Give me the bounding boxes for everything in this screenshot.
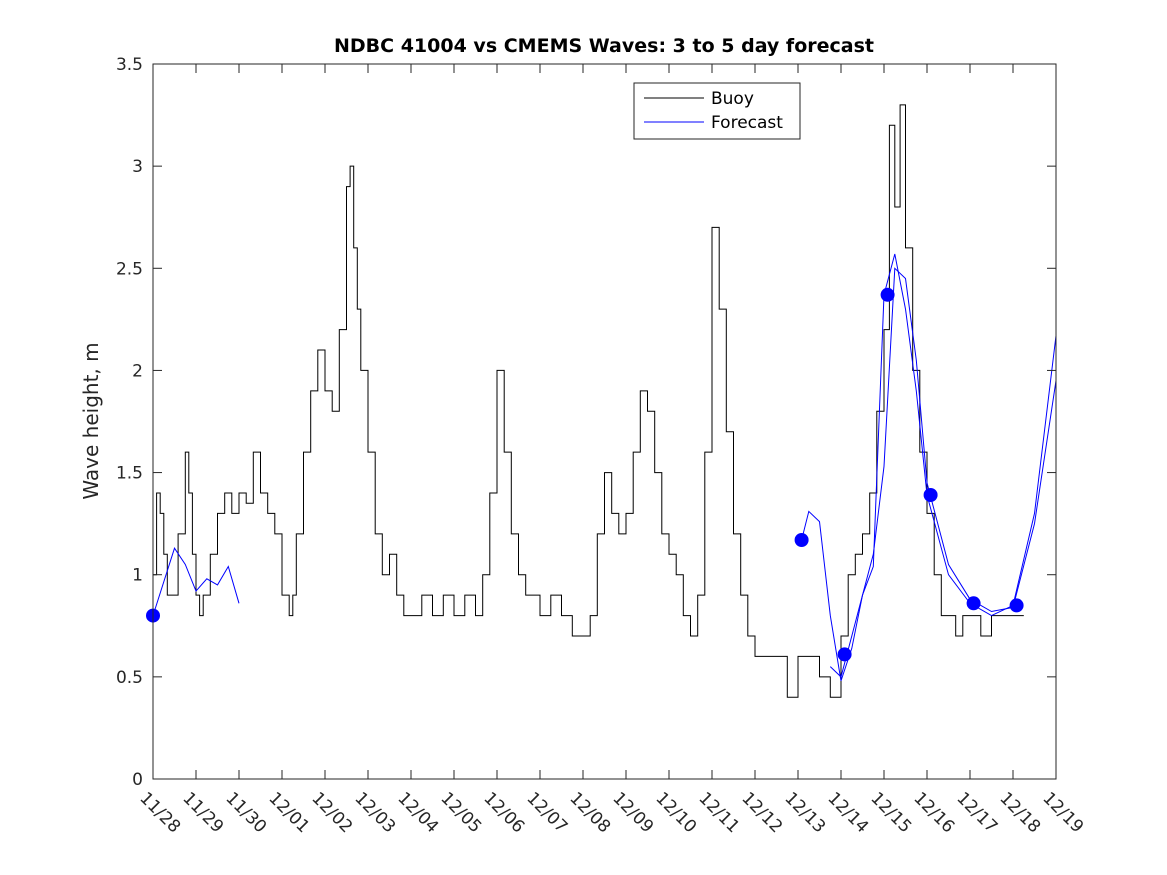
forecast-series-line-3 — [829, 267, 1057, 678]
y-tick-label: 0.5 — [116, 668, 143, 688]
x-tick-label: 12/04 — [393, 788, 442, 837]
y-tick-label: 2.5 — [116, 259, 143, 279]
legend-buoy-label: Buoy — [711, 89, 754, 109]
x-tick-label: 12/13 — [780, 788, 829, 837]
chart-title: NDBC 41004 vs CMEMS Waves: 3 to 5 day fo… — [334, 35, 874, 57]
forecast-point — [837, 647, 852, 662]
y-tick-label: 3 — [132, 157, 143, 177]
x-tick-label: 11/28 — [135, 788, 184, 837]
x-tick-label: 12/11 — [694, 788, 743, 837]
x-tick-label: 12/15 — [866, 788, 915, 837]
forecast-point — [923, 488, 938, 502]
forecast-series-line-1 — [152, 547, 240, 616]
plot-background — [153, 64, 1056, 779]
x-tick-label: 12/03 — [350, 788, 399, 837]
x-tick-label: 11/30 — [221, 788, 270, 837]
x-tick-label: 12/16 — [909, 788, 958, 837]
forecast-point — [794, 533, 809, 547]
x-tick-label: 12/18 — [995, 788, 1044, 837]
forecast-point — [1009, 598, 1024, 613]
x-tick-label: 12/17 — [952, 788, 1001, 837]
x-tick-label: 12/14 — [823, 788, 872, 837]
x-tick-label: 11/29 — [178, 788, 227, 837]
y-tick-label: 1.5 — [116, 464, 143, 484]
y-tick-label: 0 — [132, 770, 143, 790]
x-tick-label: 12/08 — [565, 788, 614, 837]
x-tick-label: 12/07 — [522, 788, 571, 837]
x-tick-label: 12/02 — [307, 788, 356, 837]
x-tick-label: 12/09 — [608, 788, 657, 837]
y-tick-label: 1 — [132, 566, 143, 586]
x-tick-label: 12/06 — [479, 788, 528, 837]
x-tick-label: 12/10 — [651, 788, 700, 837]
x-tick-label: 12/19 — [1038, 788, 1087, 837]
legend-box — [633, 82, 801, 140]
buoy-series-line — [153, 104, 1024, 698]
forecast-point — [880, 287, 895, 302]
forecast-series-line-2 — [801, 253, 1057, 682]
x-tick-label: 12/01 — [264, 788, 313, 837]
y-tick-label: 3.5 — [116, 55, 143, 75]
axes-box — [152, 63, 1057, 780]
legend: Buoy Forecast — [633, 82, 801, 140]
forecast-point — [966, 596, 981, 611]
marker-layer — [146, 287, 1024, 662]
x-tick-label: 12/05 — [436, 788, 485, 837]
series-layer — [152, 104, 1057, 698]
y-tick-label: 2 — [132, 361, 143, 381]
x-tick-label: 12/12 — [737, 788, 786, 837]
legend-forecast-label: Forecast — [711, 113, 783, 133]
y-axis-label: Wave height, m — [79, 342, 103, 499]
plot-area — [153, 64, 1056, 779]
